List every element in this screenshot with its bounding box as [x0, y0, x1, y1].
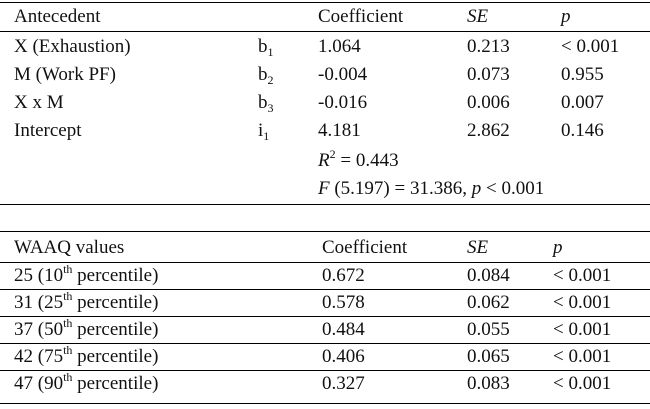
header-antecedent: Antecedent	[14, 6, 101, 27]
table1-top-rule	[0, 2, 650, 3]
row-p: 0.146	[561, 120, 604, 141]
row-waaq: 37 (50th percentile)	[14, 316, 159, 340]
table-row: 31 (25th percentile) 0.578 0.062 < 0.001	[0, 290, 650, 316]
row-se: 0.055	[467, 319, 510, 340]
row-label: X (Exhaustion)	[14, 36, 131, 57]
header-p: p	[553, 237, 563, 258]
row-coefficient: 0.578	[322, 292, 365, 313]
row-symbol: b1	[258, 36, 274, 59]
row-symbol: b2	[258, 64, 274, 87]
table-row: 37 (50th percentile) 0.484 0.055 < 0.001	[0, 317, 650, 343]
row-rule	[0, 370, 650, 371]
row-coefficient: 0.327	[322, 373, 365, 394]
row-waaq: 25 (10th percentile)	[14, 262, 159, 286]
row-se: 0.006	[467, 92, 510, 113]
row-coefficient: 0.484	[322, 319, 365, 340]
row-p: 0.007	[561, 92, 604, 113]
table1-bottom-rule	[0, 204, 650, 205]
row-se: 0.083	[467, 373, 510, 394]
row-coefficient: 4.181	[318, 120, 361, 141]
table-row: Intercept i1 4.181 2.862 0.146	[0, 118, 650, 144]
table-row: 47 (90th percentile) 0.327 0.083 < 0.001	[0, 371, 650, 397]
row-p: < 0.001	[561, 36, 620, 57]
row-p: < 0.001	[553, 319, 612, 340]
row-coefficient: 0.672	[322, 265, 365, 286]
row-rule	[0, 316, 650, 317]
row-waaq: 47 (90th percentile)	[14, 370, 159, 394]
row-se: 2.862	[467, 120, 510, 141]
table2-header-rule	[0, 262, 650, 263]
row-p: < 0.001	[553, 346, 612, 367]
row-se: 0.062	[467, 292, 510, 313]
table1-header-rule	[0, 31, 650, 32]
table-row: M (Work PF) b2 -0.004 0.073 0.955	[0, 62, 650, 88]
row-se: 0.213	[467, 36, 510, 57]
row-waaq: 31 (25th percentile)	[14, 289, 159, 313]
header-p: p	[561, 6, 571, 27]
row-p: < 0.001	[553, 265, 612, 286]
f-statistic: F (5.197) = 31.386, p < 0.001	[318, 178, 545, 199]
table-row: X (Exhaustion) b1 1.064 0.213 < 0.001	[0, 34, 650, 60]
header-waaq: WAAQ values	[14, 237, 125, 258]
header-coefficient: Coefficient	[322, 237, 408, 258]
row-symbol: i1	[258, 120, 270, 143]
row-coefficient: -0.016	[318, 92, 368, 113]
table2-top-rule	[0, 231, 650, 232]
row-label: M (Work PF)	[14, 64, 116, 85]
row-label: X x M	[14, 92, 64, 113]
row-label: Intercept	[14, 120, 82, 141]
row-coefficient: -0.004	[318, 64, 368, 85]
table2-header-row: WAAQ values Coefficient SE p	[0, 235, 650, 261]
table-row: 42 (75th percentile) 0.406 0.065 < 0.001	[0, 344, 650, 370]
table2-bottom-rule	[0, 403, 650, 404]
row-coefficient: 0.406	[322, 346, 365, 367]
row-waaq: 42 (75th percentile)	[14, 343, 159, 367]
row-rule	[0, 343, 650, 344]
row-coefficient: 1.064	[318, 36, 361, 57]
row-se: 0.084	[467, 265, 510, 286]
row-p: 0.955	[561, 64, 604, 85]
header-se: SE	[467, 6, 489, 27]
table1-header-row: Antecedent Coefficient SE p	[0, 4, 650, 30]
row-se: 0.073	[467, 64, 510, 85]
header-coefficient: Coefficient	[318, 6, 404, 27]
row-symbol: b3	[258, 92, 274, 115]
header-se: SE	[467, 237, 489, 258]
row-p: < 0.001	[553, 292, 612, 313]
row-rule	[0, 289, 650, 290]
table-row: 25 (10th percentile) 0.672 0.084 < 0.001	[0, 263, 650, 289]
table-row: X x M b3 -0.016 0.006 0.007	[0, 90, 650, 116]
r-squared: R2 = 0.443	[318, 147, 399, 171]
row-se: 0.065	[467, 346, 510, 367]
row-p: < 0.001	[553, 373, 612, 394]
